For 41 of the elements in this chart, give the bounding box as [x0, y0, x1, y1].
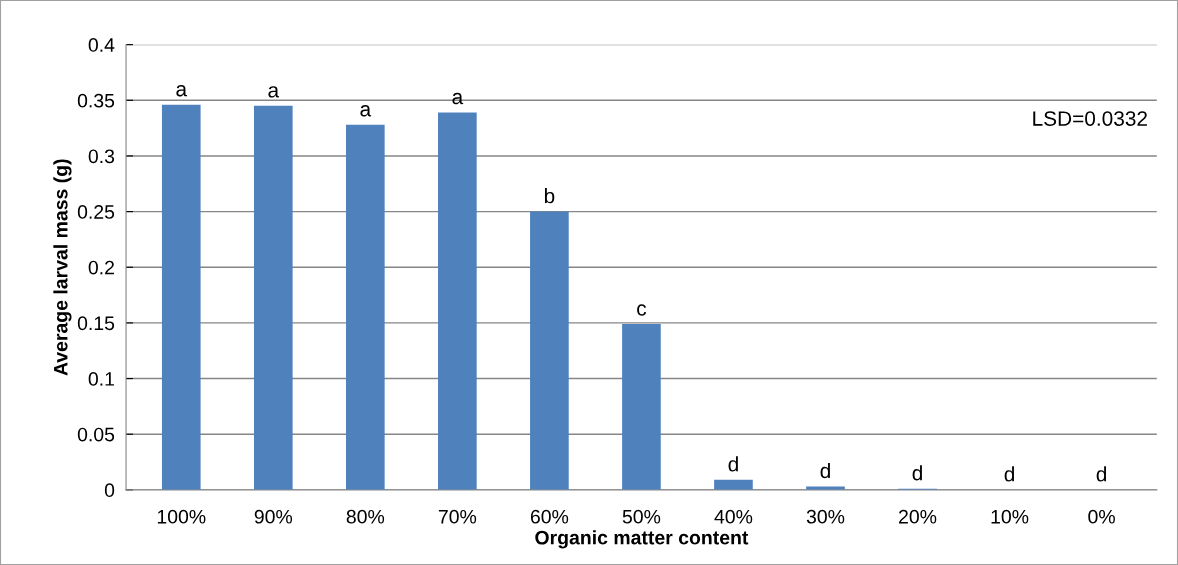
- y-tick-label: 0.35: [77, 93, 115, 108]
- annotation: d: [728, 456, 738, 472]
- y-tick-label: 0.25: [77, 205, 115, 219]
- y-tick-label: 0: [104, 483, 115, 498]
- annotation: d: [820, 462, 830, 479]
- x-tick-label: 0%: [1088, 509, 1115, 524]
- annotation: c: [637, 304, 647, 316]
- x-tick-label: 40%: [714, 509, 753, 524]
- y-tick-label: 0.2: [88, 260, 114, 275]
- bar: [622, 324, 661, 490]
- annotation: b: [544, 188, 555, 204]
- y-axis-title: Average larval mass (g): [53, 159, 72, 376]
- x-tick-label: 100%: [157, 509, 206, 524]
- bar: [253, 105, 293, 490]
- y-tick-label: 0.1: [88, 372, 114, 386]
- x-tick-label: 80%: [346, 509, 385, 524]
- annotation: a: [452, 92, 464, 105]
- y-tick-label: 0.15: [77, 316, 115, 331]
- y-tick-label: 0.4: [88, 38, 115, 52]
- y-tick-label: 0.3: [88, 149, 115, 164]
- x-tick-label: 60%: [530, 509, 569, 524]
- x-tick-label: 70%: [438, 509, 477, 524]
- annotation: LSD=0.0332: [1033, 111, 1147, 126]
- x-tick-label: 50%: [622, 509, 661, 524]
- bar: [438, 112, 477, 490]
- annotation: a: [176, 85, 188, 97]
- bar: [714, 479, 753, 490]
- annotation: d: [1096, 466, 1107, 482]
- annotation: a: [268, 86, 280, 98]
- annotation: d: [1004, 466, 1014, 482]
- x-tick-label: 10%: [991, 509, 1029, 524]
- annotation: a: [360, 105, 372, 117]
- bar: [346, 124, 385, 490]
- x-tick-label: 90%: [254, 509, 293, 524]
- x-tick-label: 30%: [806, 509, 845, 524]
- y-tick-label: 0.05: [77, 427, 115, 442]
- x-axis-title: Organic matter content: [535, 530, 749, 549]
- bar: [161, 104, 201, 490]
- bar: [530, 211, 569, 490]
- annotation: d: [912, 465, 922, 481]
- x-tick-label: 20%: [899, 509, 937, 524]
